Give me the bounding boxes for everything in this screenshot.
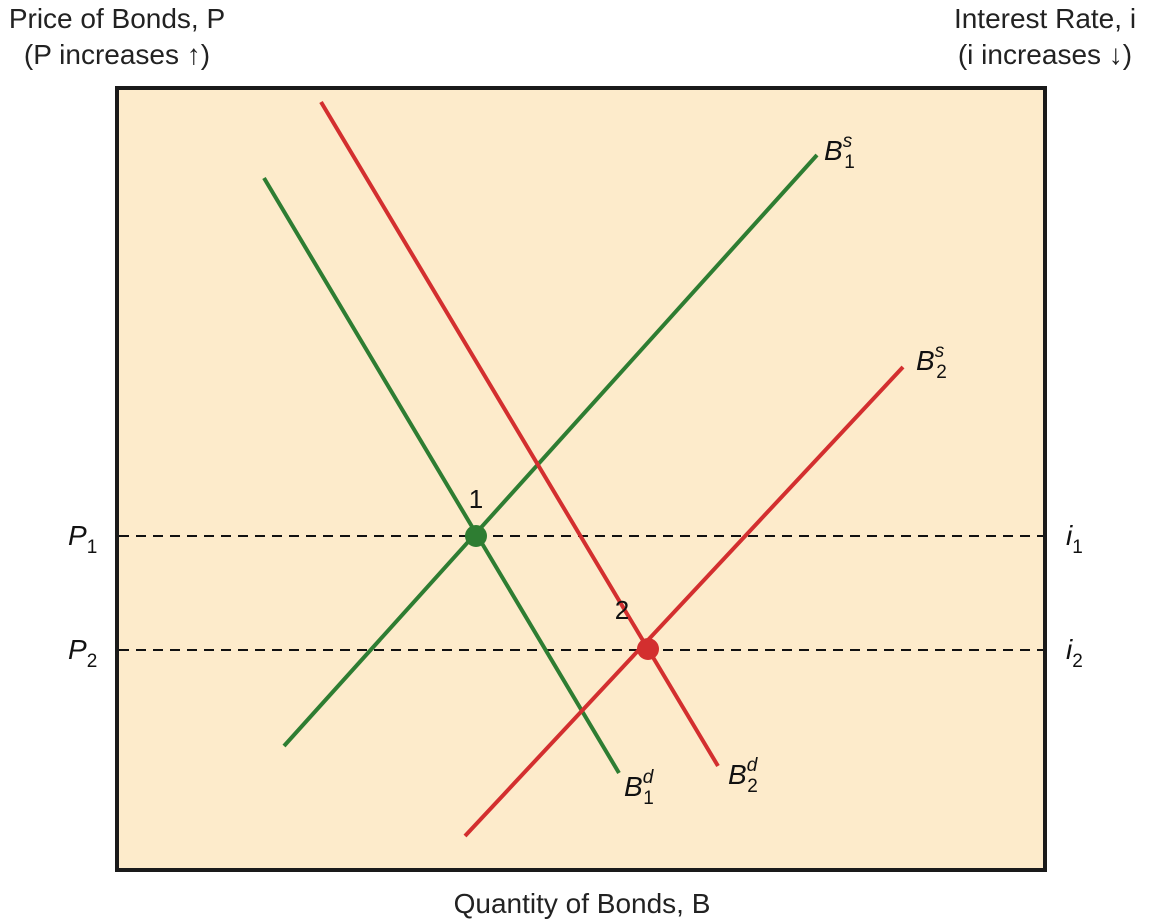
price-label-2-base: P	[68, 634, 87, 665]
bottom-axis-title: Quantity of Bonds, B	[454, 888, 711, 919]
price-label-2: P2	[68, 634, 97, 672]
price-label-1-base: P	[68, 520, 87, 551]
equilibrium-label-2: 2	[615, 595, 629, 625]
demand-curve-1-label-sub: 1	[643, 788, 654, 809]
price-label-2-sub: 2	[87, 651, 98, 672]
rate-label-1-sub: 1	[1072, 537, 1083, 558]
supply-curve-2-label-sub: 2	[936, 362, 947, 383]
demand-curve-2-label-base: B	[728, 759, 747, 790]
rate-label-2: i2	[1066, 634, 1083, 672]
supply-curve-1-label-sup: s	[843, 131, 853, 152]
plot-area	[115, 86, 1047, 872]
equilibrium-point-2	[637, 638, 659, 660]
rate-label-2-sub: 2	[1072, 651, 1083, 672]
equilibrium-point-1	[465, 525, 487, 547]
equilibrium-label-1: 1	[469, 484, 483, 514]
right-axis-subtitle: (i increases ↓)	[958, 39, 1132, 70]
rate-label-2-base: i	[1066, 634, 1073, 665]
supply-curve-1-label: Bs 1	[824, 131, 855, 173]
demand-curve-2-label: Bd 2	[728, 755, 759, 797]
demand-curve-1-label: Bd 1	[624, 767, 655, 809]
demand-curve-1-label-base: B	[624, 771, 643, 802]
rate-label-1-base: i	[1066, 520, 1073, 551]
price-label-1-sub: 1	[87, 537, 98, 558]
right-axis-title: Interest Rate, i	[954, 3, 1136, 34]
demand-curve-2-label-sup: d	[747, 755, 759, 776]
price-label-1: P1	[68, 520, 97, 558]
demand-curve-1-label-sup: d	[643, 767, 655, 788]
demand-curve-1	[262, 176, 621, 775]
supply-curve-2-label: Bs 2	[916, 341, 947, 383]
supply-curve-1-label-base: B	[824, 135, 843, 166]
left-axis-title: Price of Bonds, P	[9, 3, 225, 34]
supply-curve-1	[282, 153, 819, 748]
rate-label-1: i1	[1066, 520, 1083, 558]
supply-curve-2	[463, 365, 905, 838]
supply-curve-1-label-sub: 1	[844, 152, 855, 173]
supply-curve-2-label-sup: s	[935, 341, 945, 362]
demand-curve-2-label-sub: 2	[747, 776, 758, 797]
left-axis-subtitle: (P increases ↑)	[24, 39, 210, 70]
supply-curve-2-label-base: B	[916, 345, 935, 376]
